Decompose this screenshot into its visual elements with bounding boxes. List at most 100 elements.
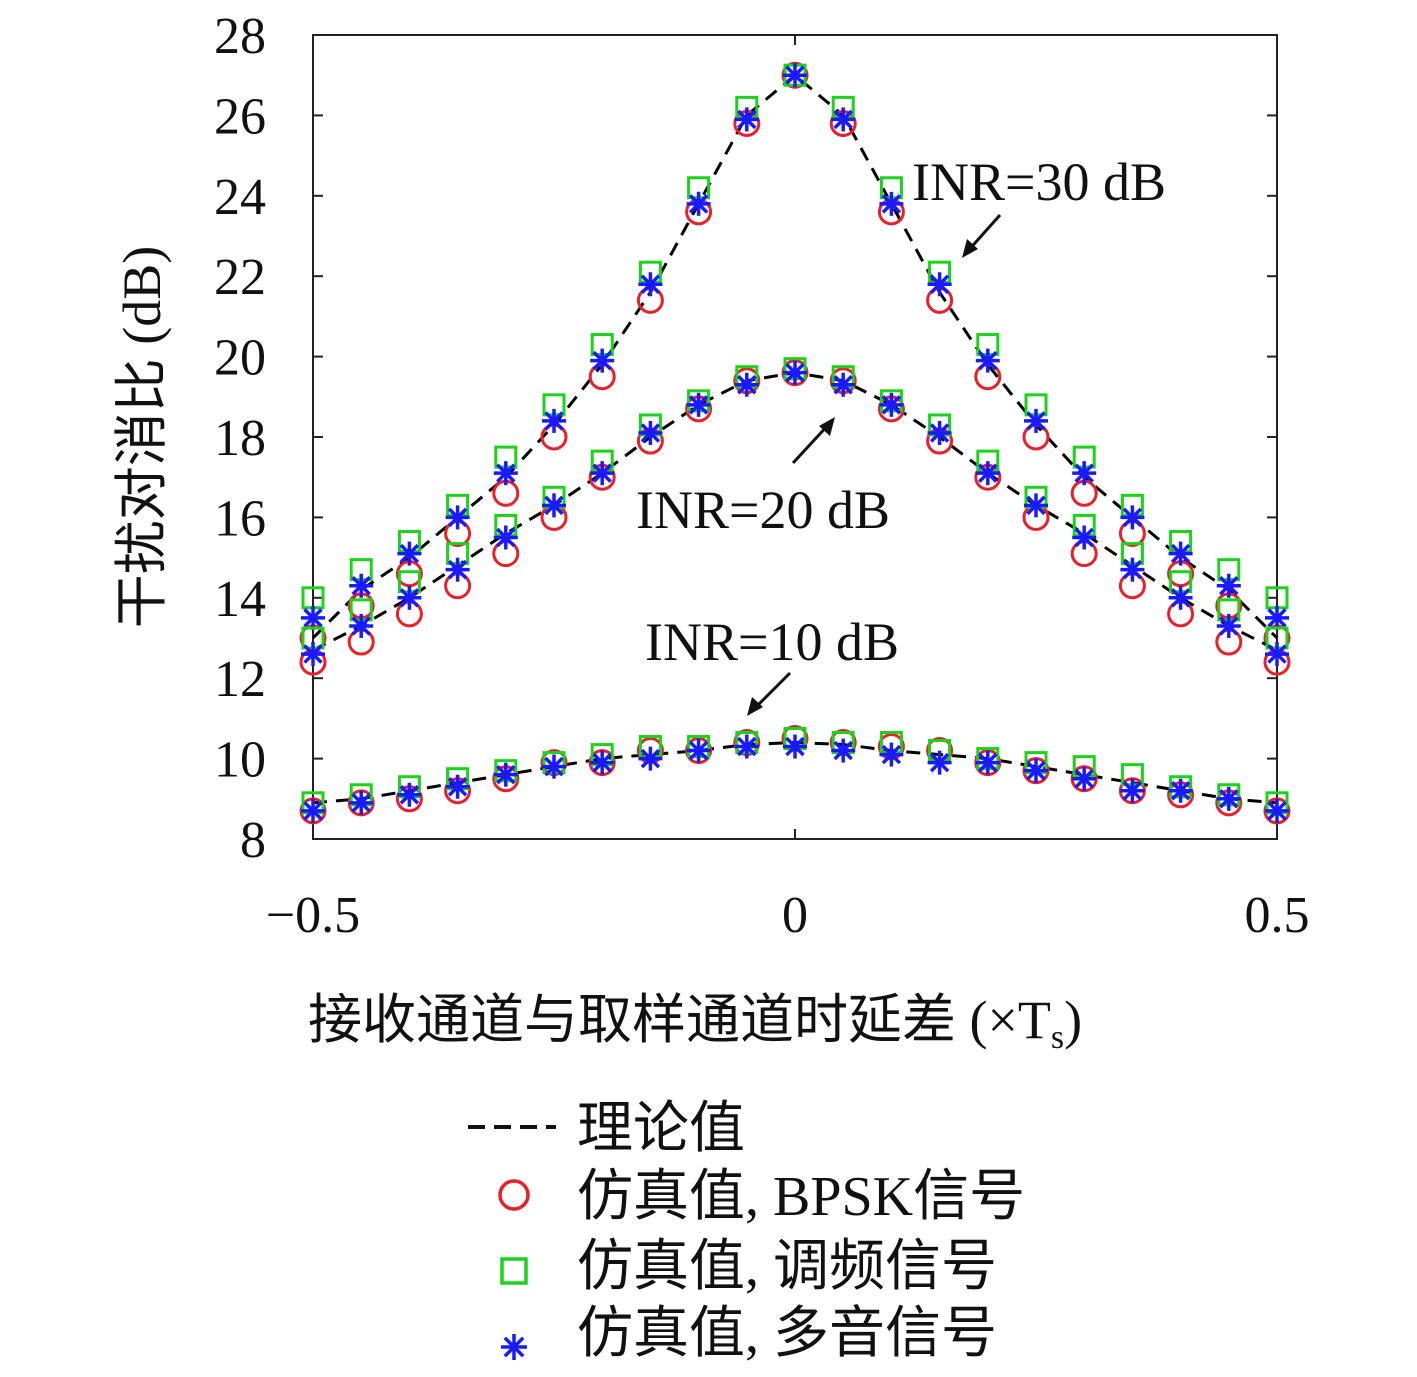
multitone-point: [301, 605, 325, 630]
y-tick-label: 14: [214, 571, 266, 628]
annotation-inr10: INR=10 dB: [645, 612, 899, 716]
multitone-point: [301, 642, 325, 667]
asterisk-stroke: [496, 764, 516, 785]
asterisk-stroke: [1219, 616, 1239, 636]
asterisk-stroke: [496, 463, 516, 483]
y-tick-label: 8: [240, 812, 266, 869]
y-tick-label: 28: [214, 8, 266, 65]
multitone-point: [879, 392, 904, 417]
multitone-point: [1072, 766, 1097, 791]
x-axis-title-subscript: s: [1051, 1019, 1064, 1056]
y-tick-label: 12: [214, 651, 266, 708]
multitone-point: [734, 734, 759, 759]
asterisk-stroke: [1219, 576, 1239, 596]
asterisk-stroke: [929, 274, 950, 294]
multitone-point: [734, 107, 759, 132]
y-tick-label: 20: [214, 330, 266, 387]
x-tick-label: 0: [782, 887, 808, 944]
multitone-point: [397, 541, 422, 566]
multitone-point: [349, 790, 374, 815]
asterisk-stroke: [1026, 495, 1046, 516]
legend-swatch-multitone: [501, 1334, 527, 1360]
multitone-point: [1265, 642, 1289, 667]
asterisk-stroke: [785, 65, 805, 85]
asterisk-stroke: [1267, 801, 1287, 821]
y-tick-label: 24: [214, 169, 266, 226]
asterisk-stroke: [833, 740, 853, 761]
annotation-inr20-arrow-head: [819, 417, 835, 436]
asterisk-stroke: [1170, 588, 1191, 608]
asterisk-stroke: [1170, 781, 1191, 801]
x-axis-title-main: 接收通道与取样通道时延差 (×T: [308, 990, 1051, 1050]
multitone-point: [975, 348, 1000, 373]
multitone-point: [734, 372, 759, 397]
multitone-point: [1265, 605, 1289, 630]
asterisk-stroke: [881, 744, 902, 765]
multitone-point: [927, 272, 952, 297]
asterisk-stroke: [303, 801, 323, 821]
asterisk-stroke: [1219, 789, 1239, 809]
axis-ticks: [312, 34, 1278, 840]
multitone-point: [397, 585, 422, 610]
asterisk-stroke: [785, 362, 805, 383]
multitone-point: [879, 742, 904, 767]
multitone-point: [1024, 758, 1048, 783]
multitone-point: [349, 573, 374, 598]
legend-swatch-bpsk: [498, 1179, 530, 1211]
asterisk-stroke: [640, 748, 661, 769]
series-layer: [299, 61, 1291, 825]
multitone-point: [927, 750, 952, 775]
legend-label-bpsk: 仿真值, BPSK信号: [577, 1166, 1025, 1228]
annotation-inr10-arrow-head: [747, 697, 763, 716]
multitone-point: [975, 461, 1000, 486]
multitone-point: [1120, 557, 1145, 582]
asterisk-stroke: [592, 463, 612, 483]
multitone-point: [1216, 573, 1241, 598]
multitone-point: [1168, 585, 1193, 610]
asterisk-stroke: [640, 423, 661, 443]
asterisk-stroke: [592, 752, 612, 773]
legend-item-theory: 理论值: [468, 1098, 745, 1160]
multitone-point: [445, 505, 470, 530]
multitone-point: [686, 738, 711, 763]
asterisk-stroke: [496, 527, 516, 548]
multitone-point: [1216, 613, 1241, 638]
legend-label-multitone: 仿真值, 多音信号: [577, 1303, 997, 1365]
multitone-point: [686, 191, 711, 216]
multitone-point: [349, 613, 374, 638]
asterisk-stroke: [447, 777, 468, 797]
asterisk-stroke: [1074, 768, 1094, 789]
multitone-point: [1072, 525, 1097, 550]
asterisk-stroke: [929, 752, 950, 773]
annotation-inr10-label: INR=10 dB: [645, 612, 899, 672]
multitone-point: [1120, 505, 1145, 530]
asterisk-stroke: [447, 507, 468, 528]
asterisk-stroke: [978, 350, 998, 371]
multitone-point: [590, 750, 615, 775]
asterisk-stroke: [688, 194, 709, 214]
asterisk-stroke: [737, 375, 757, 395]
asterisk-stroke: [640, 274, 661, 294]
asterisk-stroke: [303, 644, 323, 664]
asterisk-stroke: [592, 350, 612, 371]
theory-line: [311, 73, 1279, 640]
asterisk-stroke: [303, 608, 323, 628]
multitone-point: [879, 191, 904, 216]
asterisk-stroke: [447, 559, 468, 580]
multitone-point: [783, 63, 807, 88]
multitone-point: [638, 746, 663, 771]
asterisk-stroke: [1267, 608, 1287, 628]
multitone-point: [445, 774, 470, 799]
multitone-point: [493, 525, 518, 550]
multitone-point: [493, 461, 518, 486]
x-tick-label: −0.5: [266, 887, 360, 944]
asterisk-stroke: [399, 543, 420, 564]
asterisk-stroke: [688, 740, 709, 761]
asterisk-stroke: [351, 616, 371, 636]
asterisk-stroke: [351, 793, 371, 813]
asterisk-stroke: [351, 576, 371, 596]
multitone-point: [542, 493, 566, 518]
asterisk-stroke: [544, 756, 564, 777]
multitone-point: [831, 107, 856, 132]
